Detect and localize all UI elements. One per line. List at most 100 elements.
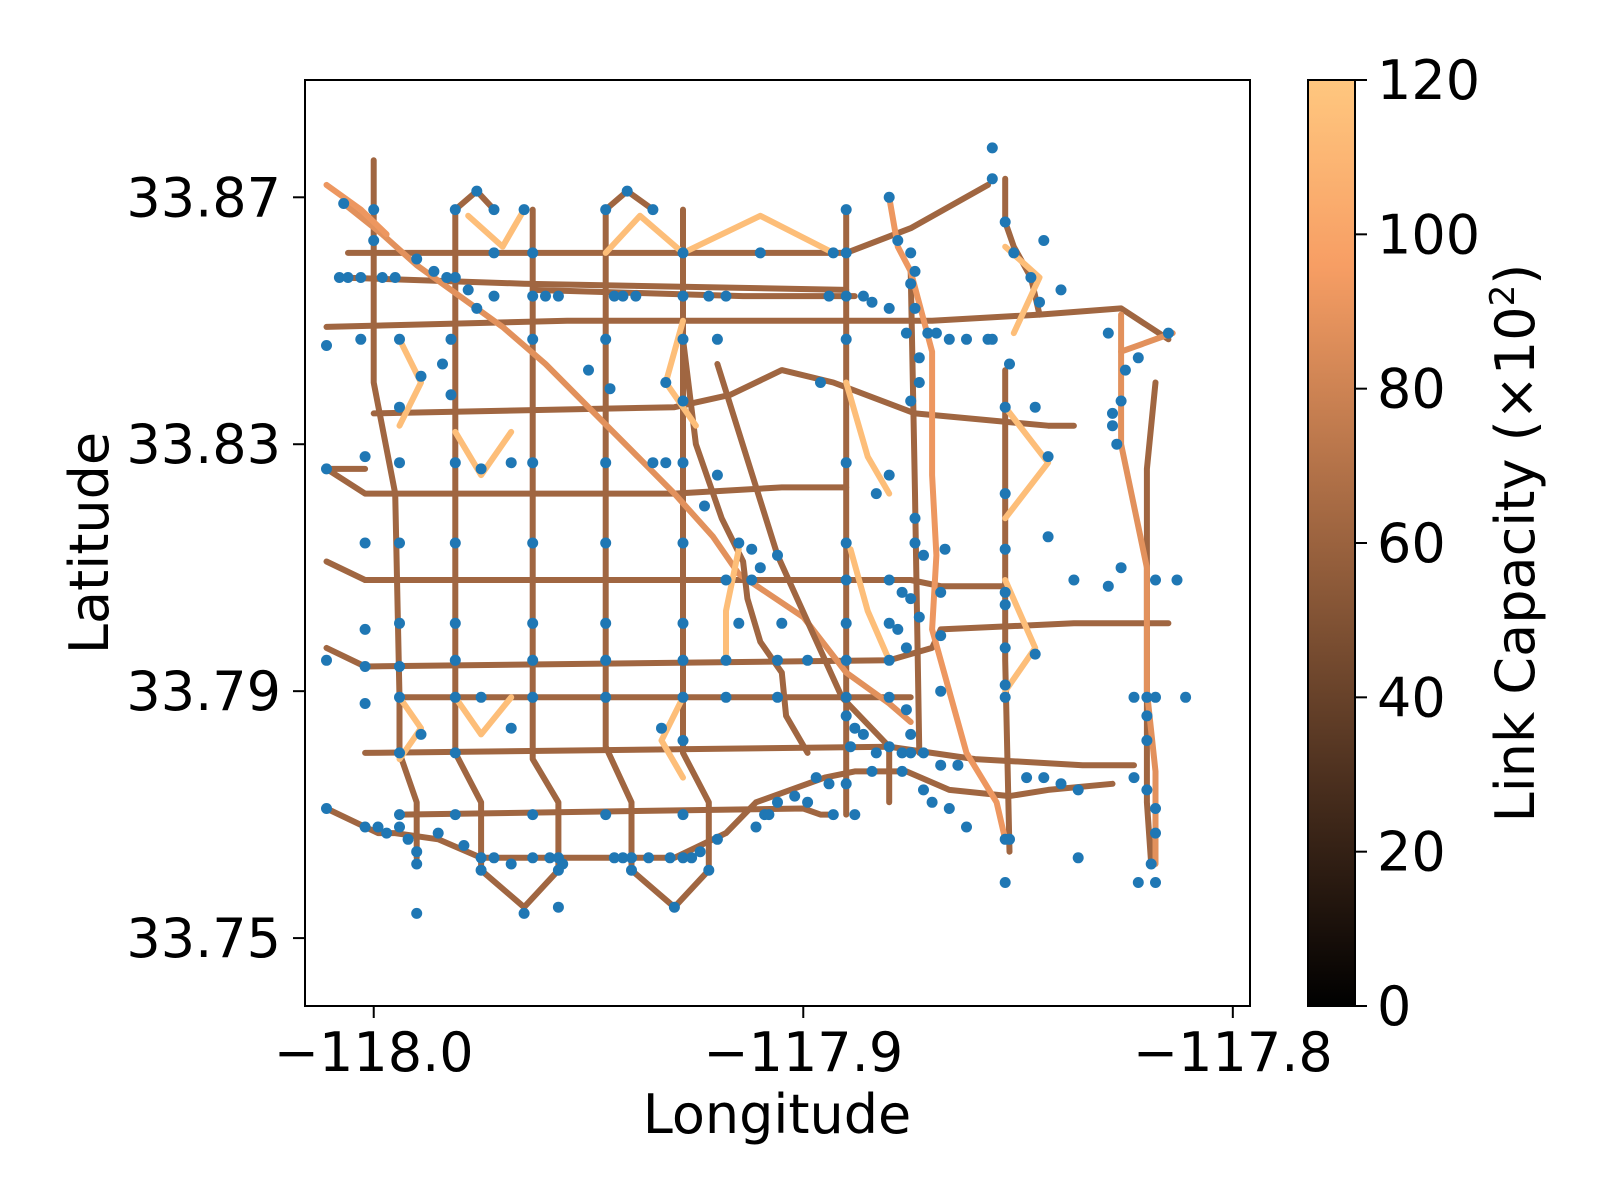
network-node-115: [449, 537, 461, 549]
network-node-89: [583, 364, 594, 376]
network-node-53: [986, 173, 998, 185]
network-node-79: [1115, 395, 1127, 407]
network-node-112: [699, 500, 710, 512]
network-node-145: [394, 617, 405, 629]
colorbar-label: Link Capacity (×102): [1483, 264, 1547, 823]
network-node-143: [1171, 574, 1183, 586]
network-node-227: [1021, 772, 1033, 784]
network-link-47: [452, 694, 515, 738]
network-node-154: [892, 623, 904, 635]
network-link-12: [323, 305, 1172, 343]
network-node-75: [1102, 327, 1114, 339]
network-node-71: [840, 333, 852, 345]
network-node-209: [918, 747, 929, 759]
network-node-240: [394, 821, 405, 833]
network-node-198: [677, 735, 689, 746]
network-node-184: [720, 691, 732, 703]
network-node-272: [552, 901, 564, 913]
network-link-35: [602, 212, 686, 256]
network-link-7: [1002, 367, 1013, 855]
network-node-156: [913, 611, 925, 623]
network-node-70: [711, 333, 723, 345]
network-node-149: [677, 617, 689, 629]
network-node-218: [772, 796, 783, 808]
network-node-50: [922, 327, 934, 339]
colorbar-ticks: 0 20 40 60 80 100 120: [1355, 49, 1480, 1038]
network-node-148: [600, 617, 612, 629]
network-node-234: [1150, 827, 1161, 839]
network-node-67: [527, 333, 539, 345]
network-node-90: [604, 383, 616, 395]
network-node-196: [505, 722, 517, 734]
network-node-41: [866, 296, 878, 308]
network-node-100: [449, 457, 461, 469]
network-node-268: [763, 809, 775, 821]
network-node-1: [368, 204, 380, 216]
network-link-18: [323, 644, 369, 670]
network-node-141: [1115, 562, 1127, 574]
network-node-92: [913, 377, 925, 388]
network-node-135: [896, 586, 908, 598]
network-node-125: [909, 512, 921, 524]
network-node-47: [905, 278, 917, 290]
network-node-99: [394, 457, 405, 469]
network-node-33: [720, 290, 732, 302]
network-node-155: [900, 642, 912, 654]
network-node-169: [802, 654, 814, 666]
network-node-273: [626, 864, 637, 876]
network-node-244: [432, 827, 444, 839]
network-node-126: [918, 549, 929, 561]
network-node-10: [441, 272, 453, 283]
plot-area-frame: [304, 79, 1251, 1007]
network-node-221: [896, 765, 908, 777]
network-node-8: [411, 253, 423, 265]
network-link-14: [323, 465, 850, 497]
network-node-164: [527, 654, 539, 666]
network-node-22: [540, 290, 551, 302]
network-node-248: [505, 858, 517, 870]
network-node-161: [359, 661, 371, 672]
nodes-layer: [321, 142, 1192, 919]
network-node-118: [677, 537, 689, 549]
network-node-0: [338, 198, 350, 209]
network-node-136: [905, 593, 917, 605]
network-node-206: [883, 741, 895, 753]
network-node-78: [1119, 364, 1131, 376]
network-link-22: [323, 768, 1116, 861]
network-node-80: [1107, 407, 1118, 419]
network-node-157: [935, 630, 947, 642]
network-node-265: [527, 809, 539, 821]
network-node-93: [905, 395, 917, 407]
network-node-202: [849, 722, 861, 734]
network-node-271: [475, 864, 487, 876]
network-node-19: [518, 204, 530, 216]
network-link-38: [452, 428, 515, 479]
network-node-66: [445, 333, 457, 345]
network-node-187: [883, 691, 895, 703]
y-tick-label: 33.75: [126, 907, 281, 970]
network-node-26: [647, 204, 659, 216]
network-node-24: [600, 204, 612, 216]
network-link-49: [323, 181, 390, 238]
network-node-35: [827, 247, 839, 259]
network-link-36: [680, 212, 837, 256]
network-node-97: [359, 451, 371, 463]
network-node-101: [475, 463, 487, 475]
x-tick-label: −117.9: [703, 1021, 903, 1084]
network-node-150: [733, 617, 745, 629]
colorbar-tick-label: 40: [1377, 666, 1446, 729]
network-link-37: [396, 336, 424, 429]
network-node-134: [883, 574, 895, 586]
network-node-44: [892, 235, 904, 246]
network-link-48: [658, 694, 686, 781]
network-link-41: [847, 546, 893, 664]
network-node-103: [527, 457, 539, 469]
colorbar-tick-label: 80: [1377, 358, 1446, 421]
network-link-10: [336, 274, 850, 293]
network-node-27: [608, 290, 620, 302]
network-node-174: [1150, 691, 1161, 703]
network-node-212: [866, 765, 878, 777]
network-node-84: [394, 401, 405, 413]
colorbar-label-suffix: ): [1484, 264, 1547, 285]
colorbar-label-exponent: 2: [1483, 285, 1523, 307]
